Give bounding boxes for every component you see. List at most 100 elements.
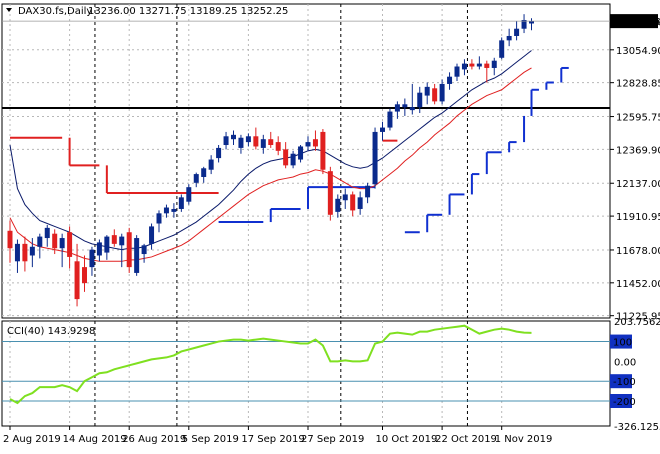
- price-tick-label: 12369.90: [616, 145, 660, 156]
- header-triangle-icon: [6, 8, 12, 12]
- time-tick-label: 1 Nov 2019: [495, 434, 553, 445]
- candle-body-up: [461, 63, 467, 70]
- candle-body-up: [119, 236, 125, 246]
- candle-body-up: [89, 249, 95, 268]
- candle-body-up: [335, 198, 341, 212]
- candle-body-up: [141, 245, 147, 255]
- candle-body-up: [365, 185, 371, 198]
- candle-body-up: [216, 147, 222, 159]
- candle-body-up: [37, 236, 43, 247]
- price-tick-label: 12595.75: [616, 113, 660, 124]
- cci-tick-label: 0.00: [614, 357, 636, 368]
- candle-body-up: [506, 35, 512, 41]
- candle-body-up: [104, 236, 110, 253]
- candle-body-down: [82, 267, 87, 284]
- candle-body-up: [424, 86, 430, 96]
- candle-body-up: [476, 63, 482, 67]
- cci-tick-label: 203.7562: [614, 317, 660, 328]
- candle-body-down: [327, 171, 333, 215]
- candle-body-up: [171, 208, 177, 212]
- candle-body-up: [402, 104, 408, 108]
- candle-body-down: [111, 235, 117, 244]
- time-tick-label: 2 Aug 2019: [3, 434, 61, 445]
- candle-body-down: [320, 131, 326, 170]
- candle-body-up: [186, 187, 192, 202]
- time-tick-label: 22 Oct 2019: [435, 434, 497, 445]
- candle-body-up: [357, 197, 363, 209]
- candle-body-up: [514, 28, 520, 36]
- candle-body-up: [372, 131, 378, 185]
- candle-body-up: [342, 194, 348, 201]
- candle-body-down: [126, 232, 132, 268]
- price-tick-label: 11678.00: [616, 246, 660, 257]
- time-tick-label: 14 Aug 2019: [63, 434, 127, 445]
- candle-body-up: [521, 19, 527, 29]
- cci-level-tag: [610, 334, 632, 349]
- cci-tick-label: 100: [613, 338, 632, 349]
- candle-body-up: [201, 168, 207, 177]
- candle-body-down: [67, 232, 73, 257]
- candle-body-down: [469, 63, 475, 67]
- candle-body-up: [178, 197, 184, 209]
- candle-body-up: [238, 137, 244, 148]
- candle-body-up: [44, 227, 50, 239]
- candle-body-up: [223, 136, 229, 146]
- price-panel-border: [1, 3, 611, 319]
- candle-body-up: [387, 111, 393, 128]
- candle-body-up: [245, 136, 251, 143]
- cci-tick-label: -326.1255: [614, 422, 660, 433]
- candle-body-up: [193, 174, 199, 183]
- candle-body-up: [14, 243, 20, 262]
- current-price-label: 13252.25: [613, 17, 660, 28]
- candle-body-up: [529, 21, 534, 24]
- candle-body-up: [409, 107, 415, 111]
- price-tick-label: 11452.00: [616, 279, 660, 290]
- candle-body-down: [268, 139, 274, 146]
- candle-body-up: [149, 226, 155, 244]
- candle-body-up: [29, 246, 35, 256]
- candle-body-down: [253, 136, 259, 147]
- candle-body-down: [484, 63, 490, 68]
- candle-body-up: [417, 92, 423, 108]
- candle-body-down: [350, 194, 356, 211]
- cci-level-tag: [610, 394, 632, 409]
- candle-body-up: [305, 142, 311, 147]
- price-tick-label: 12137.00: [616, 179, 660, 190]
- candle-body-down: [7, 230, 13, 249]
- candle-body-up: [59, 238, 65, 249]
- candle-body-up: [96, 242, 102, 256]
- candle-body-up: [290, 153, 296, 166]
- candle-body-up: [231, 134, 236, 140]
- candle-body-up: [260, 139, 266, 148]
- price-tick-label: 11910.95: [616, 212, 660, 223]
- candle-body-up: [491, 60, 497, 68]
- candle-body-up: [447, 76, 453, 84]
- candle-body-up: [394, 104, 400, 112]
- cci-level-tag: [610, 374, 632, 389]
- time-tick-label: 17 Sep 2019: [241, 434, 304, 445]
- moving-average-slow-line: [9, 67, 532, 262]
- candle-body-down: [275, 142, 281, 151]
- cci-tick-label: -100: [613, 377, 636, 388]
- candle-body-up: [380, 127, 385, 132]
- time-tick-label: 10 Oct 2019: [376, 434, 438, 445]
- price-tick-label: 11225.95: [616, 312, 660, 323]
- candle-body-up: [163, 207, 169, 214]
- price-tick-label: 12828.85: [616, 79, 660, 90]
- cci-indicator-label: CCI(40) 143.9298: [7, 326, 95, 337]
- cci-line: [9, 324, 532, 405]
- candle-body-down: [432, 88, 438, 102]
- time-tick-label: 27 Sep 2019: [301, 434, 364, 445]
- time-tick-label: 26 Aug 2019: [122, 434, 186, 445]
- time-tick-label: 5 Sep 2019: [182, 434, 239, 445]
- candle-body-up: [298, 146, 304, 160]
- chart-header-ohlc: 13236.00 13271.75 13189.25 13252.25: [88, 6, 288, 17]
- candle-body-up: [439, 83, 445, 102]
- candle-body-down: [74, 261, 80, 300]
- price-tick-label: 13054.90: [616, 46, 660, 57]
- candle-body-up: [134, 238, 140, 273]
- candle-body-up: [499, 40, 505, 58]
- candle-body-down: [52, 233, 58, 249]
